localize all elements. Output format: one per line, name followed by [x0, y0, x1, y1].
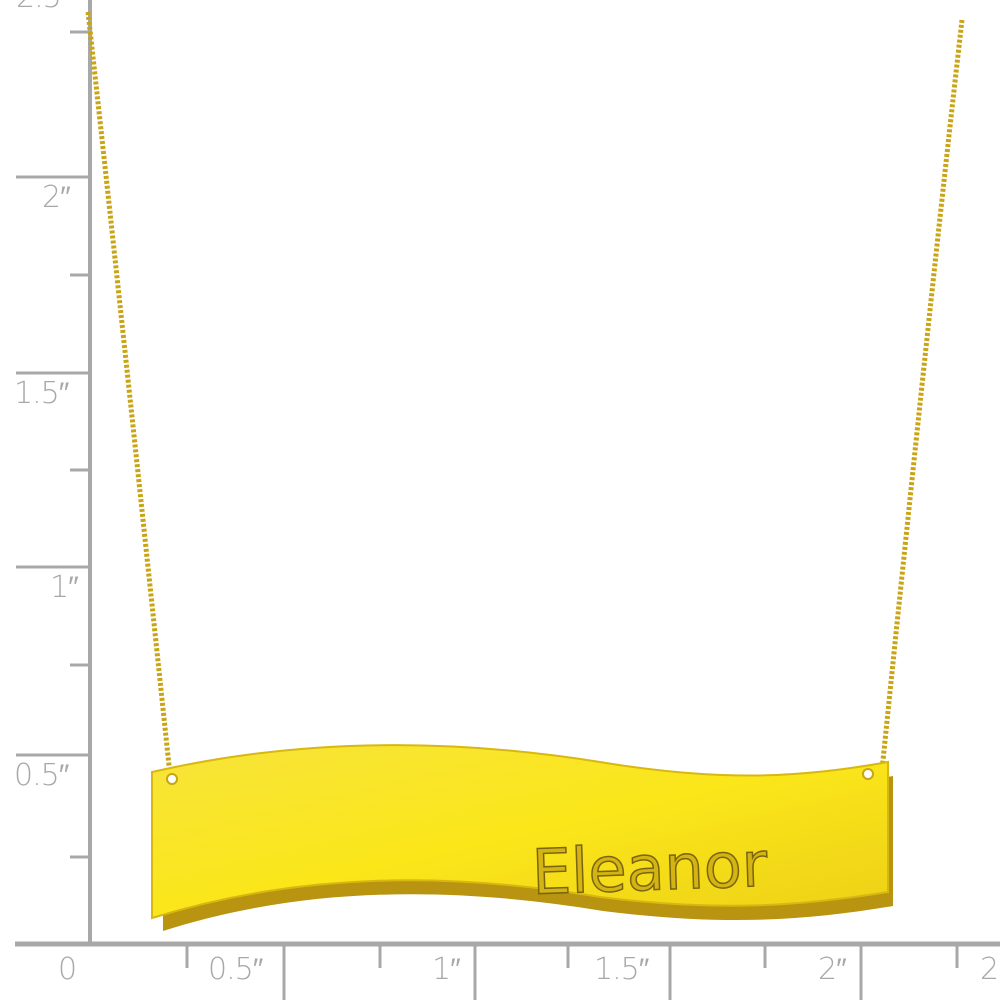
- chain-right: [879, 19, 965, 771]
- engraving-text: Eleanor: [531, 828, 769, 909]
- ruler: [15, 0, 1000, 1000]
- v-label-0-5: 0.5″: [14, 758, 69, 793]
- h-label-1: 1″: [432, 952, 461, 987]
- v-label-1: 1″: [50, 570, 79, 605]
- chain-left: [85, 11, 173, 776]
- h-label-0: 0: [58, 952, 77, 987]
- h-label-1-5: 1.5″: [594, 952, 649, 987]
- h-label-2: 2″: [818, 952, 847, 987]
- v-label-2-5: 2.5″: [16, 0, 71, 15]
- h-label-0-5: 0.5″: [208, 952, 263, 987]
- v-label-1-5: 1.5″: [14, 376, 69, 411]
- h-label-2-cut: 2: [980, 952, 999, 987]
- nameplate-bar: Eleanor: [151, 744, 893, 931]
- v-label-2: 2″: [42, 180, 71, 215]
